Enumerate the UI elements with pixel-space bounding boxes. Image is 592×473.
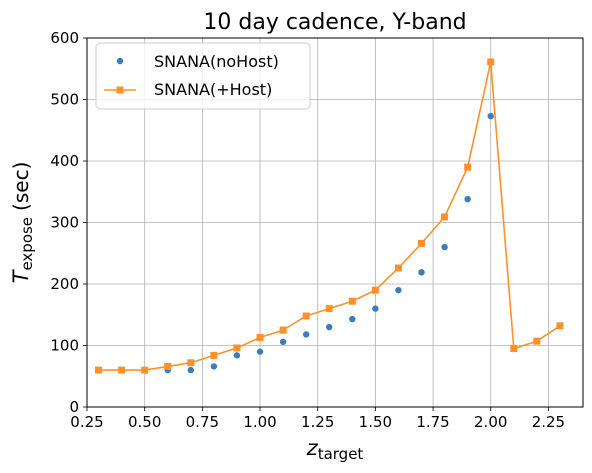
series-nohost-point — [487, 112, 494, 120]
series-nohost-point — [279, 338, 287, 346]
plot-frame — [86, 37, 584, 408]
x-tick-label: 2.00 — [474, 413, 507, 431]
y-tick-label: 600 — [50, 29, 79, 47]
y-axis-label-main: T — [9, 268, 33, 283]
series-host-marker — [325, 305, 333, 313]
x-tick-label: 1.00 — [243, 413, 276, 431]
legend-label-noHost: SNANA(noHost) — [154, 52, 279, 71]
series-host-marker — [394, 264, 402, 272]
series-nohost-point — [418, 269, 425, 276]
x-axis-label-sub: target — [318, 445, 364, 463]
legend-box — [95, 42, 311, 110]
y-tick-label: 0 — [69, 398, 79, 416]
legend-label-host: SNANA(+Host) — [154, 80, 272, 99]
legend-marker-noHost — [116, 57, 124, 65]
series-host-marker — [164, 362, 172, 370]
grid — [86, 37, 583, 408]
y-tick-label: 200 — [50, 275, 79, 293]
series-host-marker — [533, 337, 541, 345]
x-tick-label: 0.50 — [128, 413, 161, 431]
series-nohost-point — [256, 348, 264, 355]
series-nohost-point — [302, 331, 310, 338]
x-tick-label: 0.25 — [70, 413, 103, 431]
series-host-marker — [348, 297, 356, 305]
x-tick-label: 2.25 — [532, 413, 565, 431]
series-host-marker — [256, 334, 264, 342]
y-axis-label: Texpose (sec) — [9, 162, 36, 284]
x-tick-label: 1.50 — [359, 413, 392, 431]
series-nohost-point — [210, 363, 218, 370]
y-axis-label-suffix: (sec) — [9, 162, 33, 211]
series-host-marker — [418, 239, 426, 247]
series-nohost-point — [441, 243, 448, 251]
series-host-marker — [302, 312, 310, 320]
legend-marker-host — [116, 86, 124, 94]
series-host-marker — [441, 213, 449, 221]
chart-title: 10 day cadence, Y-band — [203, 10, 466, 35]
series-host-marker — [118, 366, 126, 374]
series-nohost-point — [187, 366, 195, 374]
series-host-marker — [95, 366, 103, 374]
y-tick-label: 500 — [50, 91, 79, 109]
x-tick-label: 1.25 — [301, 413, 334, 431]
x-tick-label: 1.75 — [416, 413, 449, 431]
series-nohost-point — [326, 323, 333, 331]
series-host-marker — [187, 359, 195, 367]
x-axis-ticks: 0.25 0.50 0.75 1.00 1.25 1.50 1.75 2.00 2.25 — [70, 407, 565, 431]
y-tick-label: 300 — [50, 214, 79, 232]
x-axis-label: ztarget — [306, 436, 364, 463]
series-nohost-point — [395, 286, 402, 294]
y-axis-label-sub: expose — [18, 217, 36, 271]
series-nohost-point — [233, 352, 241, 359]
series-host-marker — [279, 326, 287, 334]
series-host-marker — [233, 344, 241, 352]
series-nohost-point — [372, 305, 379, 312]
series-host-marker — [141, 366, 149, 374]
series-host-marker — [487, 58, 495, 66]
series-host-marker — [371, 286, 379, 294]
series-host-marker — [210, 351, 218, 359]
y-axis-ticks: 0 100 200 300 400 500 600 — [50, 29, 87, 416]
series-host-marker — [464, 163, 472, 171]
series-nohost-point — [349, 315, 356, 323]
legend: SNANA(noHost) SNANA(+Host) — [95, 42, 311, 110]
plot-series — [95, 58, 564, 374]
y-tick-label: 400 — [50, 152, 79, 170]
series-host-marker — [556, 322, 564, 330]
y-tick-label: 100 — [50, 337, 79, 355]
x-axis-label-main: z — [306, 436, 319, 460]
x-tick-label: 0.75 — [186, 413, 219, 431]
series-host-marker — [510, 345, 518, 353]
series-nohost-point — [464, 195, 471, 203]
